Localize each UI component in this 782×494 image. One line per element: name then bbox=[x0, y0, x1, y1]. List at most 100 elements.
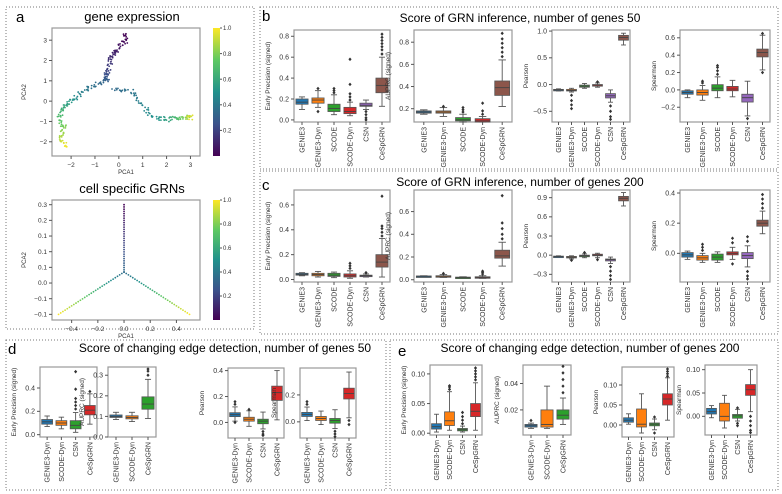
data-point bbox=[61, 124, 64, 127]
outlier-marker bbox=[760, 31, 765, 36]
data-point bbox=[109, 62, 112, 65]
data-point bbox=[132, 88, 135, 91]
chart-d1: 0.0 0.2 0.4 Early Precision (signed) GENIE3-… bbox=[11, 366, 98, 482]
data-point bbox=[123, 253, 125, 255]
x-tick-label: GENIE3 bbox=[300, 127, 307, 153]
data-point bbox=[64, 126, 67, 129]
colorbar-tick-label: 0.2 bbox=[223, 129, 232, 135]
colorbar bbox=[213, 28, 220, 156]
y-axis-label: Spearman bbox=[271, 388, 278, 418]
box-csn bbox=[457, 410, 468, 433]
data-point bbox=[162, 296, 165, 299]
x-tick-label: CeSpGRN bbox=[561, 440, 568, 473]
data-point bbox=[67, 103, 69, 106]
x-tick-label: CeSpGRN bbox=[760, 127, 767, 160]
x-tick-label: 2 bbox=[165, 162, 169, 169]
data-point bbox=[180, 116, 183, 118]
axes-frame bbox=[429, 364, 483, 436]
outlier-marker bbox=[247, 407, 251, 412]
data-point bbox=[64, 309, 66, 312]
outlier-marker bbox=[652, 431, 657, 435]
outlier-marker bbox=[146, 367, 150, 371]
outlier-marker bbox=[441, 104, 445, 109]
outlier-marker bbox=[348, 82, 352, 87]
data-point bbox=[123, 206, 125, 208]
outlier-marker bbox=[608, 264, 613, 269]
data-point bbox=[90, 292, 93, 295]
outlier-marker bbox=[481, 101, 485, 105]
x-tick-label: GENIE3-Dyn bbox=[114, 442, 121, 483]
colorbar-tick-label: 0.2 bbox=[223, 294, 232, 300]
data-point bbox=[70, 305, 73, 307]
data-point bbox=[156, 118, 158, 120]
y-tick-label: 0 bbox=[43, 98, 47, 105]
outlier-marker bbox=[380, 35, 384, 40]
data-point bbox=[146, 108, 148, 111]
data-point bbox=[182, 117, 184, 120]
data-point bbox=[101, 285, 104, 288]
colorbar-tick-label: 0.8 bbox=[223, 222, 232, 228]
box-csn bbox=[732, 406, 743, 428]
data-point bbox=[75, 97, 78, 100]
outlier-marker bbox=[380, 41, 384, 46]
y-tick-label: 0.8 bbox=[279, 34, 289, 41]
y-tick-label: 0.4 bbox=[399, 232, 409, 239]
chart-b4: −0.2 0.0 0.2 0.4 0.6 Spearman GENIE3 GENIE3-Dyn… bbox=[651, 29, 771, 167]
x-tick-label: SCODE-Dyn bbox=[447, 440, 454, 480]
outlier-marker bbox=[441, 271, 445, 276]
y-tick-label: 0.0 bbox=[285, 419, 295, 426]
data-point bbox=[64, 144, 67, 147]
data-point bbox=[66, 104, 69, 107]
box-genie3 bbox=[681, 89, 694, 99]
box-csn bbox=[69, 369, 82, 433]
data-point bbox=[81, 297, 84, 300]
panel-label-b: b bbox=[262, 8, 270, 25]
x-tick-label: CSN bbox=[73, 442, 80, 457]
data-point bbox=[160, 295, 163, 297]
y-tick-label: −2 bbox=[40, 139, 48, 146]
outlier-marker bbox=[380, 32, 384, 36]
data-point bbox=[76, 95, 79, 98]
data-point bbox=[122, 33, 125, 36]
data-point bbox=[148, 112, 151, 115]
data-point bbox=[171, 118, 173, 121]
chart-title: cell specific GRNs bbox=[79, 181, 185, 196]
x-tick-label: GENIE3-Dyn bbox=[569, 127, 576, 168]
outlier-marker bbox=[569, 258, 574, 263]
data-point bbox=[158, 293, 160, 296]
outlier-marker bbox=[745, 234, 750, 239]
data-point bbox=[123, 215, 125, 217]
data-point bbox=[145, 111, 148, 114]
data-point bbox=[179, 307, 182, 310]
data-point bbox=[123, 255, 125, 258]
data-point bbox=[115, 87, 117, 90]
outlier-marker bbox=[380, 226, 384, 231]
data-point bbox=[62, 142, 65, 145]
outlier-marker bbox=[74, 407, 78, 411]
y-tick-label: 0.00 bbox=[411, 431, 425, 438]
y-tick-label: 1.0 bbox=[537, 28, 547, 35]
data-point bbox=[140, 102, 143, 105]
panel-label-a: a bbox=[16, 9, 25, 26]
y-tick-label: 0.3 bbox=[93, 373, 103, 380]
box-iqr bbox=[556, 409, 570, 420]
data-point bbox=[60, 123, 63, 126]
data-point bbox=[94, 289, 97, 292]
data-point bbox=[56, 115, 59, 118]
x-axis-label: PCA1 bbox=[118, 170, 134, 176]
data-point bbox=[108, 71, 111, 74]
outlier-marker bbox=[715, 72, 720, 77]
outlier-marker bbox=[760, 201, 765, 206]
colorbar-tick-label: 1.0 bbox=[223, 26, 232, 32]
data-point bbox=[130, 92, 133, 95]
data-point bbox=[134, 278, 136, 281]
box-iqr bbox=[540, 409, 554, 428]
charts-layer: gene expression −2 −1 0 1 2 3 −2 −1 0 1 2 3 PCA1 PCA2 0… bbox=[11, 9, 771, 483]
x-tick-label: GENIE3 bbox=[685, 287, 692, 313]
data-point bbox=[123, 264, 125, 267]
y-tick-label: 0.0 bbox=[665, 251, 675, 258]
data-point bbox=[123, 235, 125, 238]
x-tick-label: GENIE3 bbox=[300, 287, 307, 313]
box-csn bbox=[605, 256, 616, 282]
y-axis-label: Spearman bbox=[651, 221, 658, 251]
